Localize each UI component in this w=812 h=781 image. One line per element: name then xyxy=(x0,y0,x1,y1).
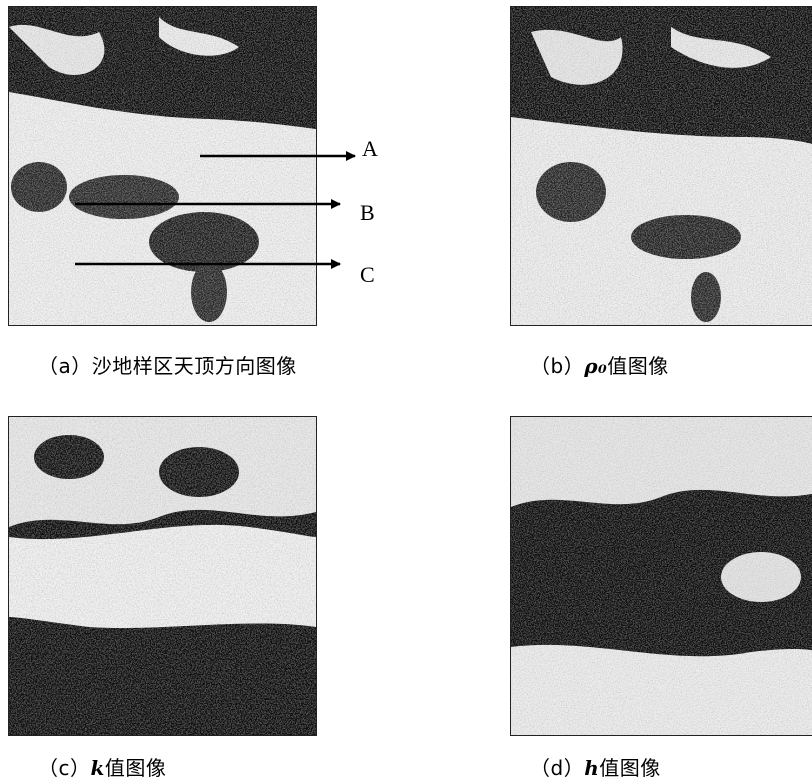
caption-variable: k xyxy=(90,756,105,780)
caption-d: （d）h值图像 xyxy=(530,752,661,781)
caption-variable: h xyxy=(584,756,600,780)
marker-label-a: A xyxy=(362,136,378,161)
image-panel-a xyxy=(8,6,317,326)
caption-text: 值图像 xyxy=(599,756,661,780)
caption-text: 沙地样区天顶方向图像 xyxy=(91,354,297,378)
sand-zenith-image xyxy=(9,7,316,325)
image-panel-b xyxy=(510,6,812,326)
k-value-image xyxy=(9,417,316,735)
caption-prefix: （d） xyxy=(530,756,585,780)
marker-label-c: C xyxy=(360,262,375,287)
caption-b: （b）ρ₀值图像 xyxy=(530,350,669,379)
h-value-image xyxy=(511,417,812,735)
caption-text: 值图像 xyxy=(104,756,167,780)
caption-prefix: （a） xyxy=(38,354,92,378)
image-panel-c xyxy=(8,416,317,736)
caption-variable: ρ₀ xyxy=(584,354,608,378)
caption-text: 值图像 xyxy=(607,354,669,378)
rho0-value-image xyxy=(511,7,812,325)
caption-prefix: （c） xyxy=(38,756,91,780)
marker-label-b: B xyxy=(360,200,375,225)
caption-c: （c）k值图像 xyxy=(38,752,166,781)
caption-a: （a）沙地样区天顶方向图像 xyxy=(38,350,297,379)
caption-prefix: （b） xyxy=(530,354,585,378)
image-panel-d xyxy=(510,416,812,736)
